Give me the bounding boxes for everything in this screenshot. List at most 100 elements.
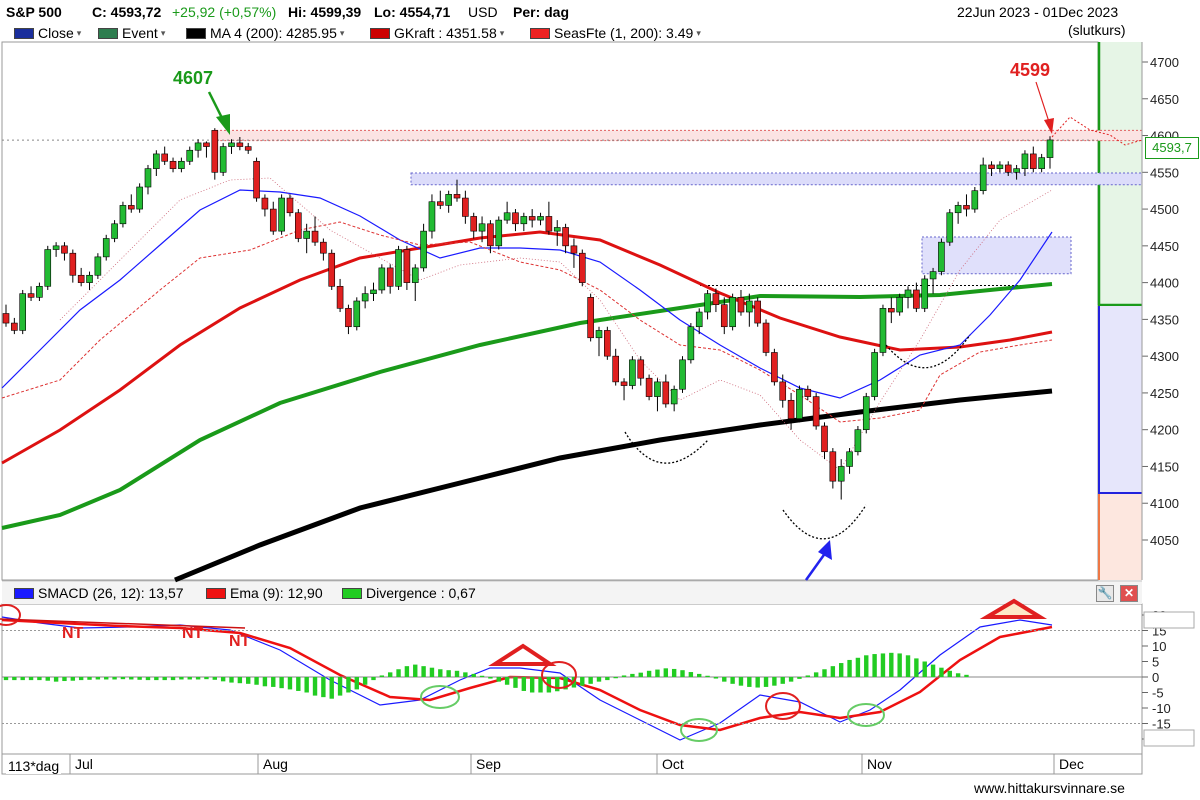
divergence-bar bbox=[429, 667, 435, 677]
ind-tick-label: -5 bbox=[1152, 686, 1164, 701]
divergence-bar bbox=[321, 677, 326, 698]
triangle-marker bbox=[979, 598, 1048, 619]
candle-body bbox=[278, 197, 285, 232]
candle-body bbox=[462, 197, 469, 217]
legend-ma[interactable]: MA 4 (200): 4285.95 ▾ bbox=[186, 24, 344, 42]
candle-body bbox=[662, 381, 670, 405]
candle-body bbox=[846, 451, 853, 467]
divergence-bar bbox=[705, 675, 710, 677]
legend-divergence[interactable]: Divergence : 0,67 bbox=[342, 584, 476, 602]
divergence-bar bbox=[262, 677, 268, 687]
divergence-bar bbox=[613, 677, 618, 679]
divergence-bar bbox=[379, 675, 385, 677]
month-label: Jul bbox=[75, 756, 93, 772]
legend-swatch bbox=[98, 27, 118, 39]
divergence-bar bbox=[596, 677, 602, 682]
ind-value-tag bbox=[1143, 611, 1195, 629]
y-tick-label: 4650 bbox=[1150, 92, 1179, 107]
candle-body bbox=[61, 245, 68, 254]
divergence-bar bbox=[413, 664, 418, 677]
date-range: 22Jun 2023 - 01Dec 2023 bbox=[957, 4, 1119, 20]
bar-count-label: 113*dag bbox=[6, 758, 62, 774]
y-tick-label: 4250 bbox=[1150, 386, 1179, 401]
y-tick-label: 4350 bbox=[1150, 312, 1179, 327]
y-tick-label: 4500 bbox=[1150, 202, 1179, 217]
candle-body bbox=[253, 160, 260, 199]
candle-body bbox=[1029, 153, 1037, 169]
candle-body bbox=[670, 388, 678, 405]
symbol-title: S&P 500 bbox=[6, 4, 62, 20]
candle-body bbox=[136, 186, 143, 210]
legend-swatch bbox=[342, 587, 362, 599]
candle-body bbox=[862, 396, 870, 430]
divergence-bar bbox=[362, 677, 368, 685]
divergence-bar bbox=[580, 677, 585, 686]
divergence-bar bbox=[855, 657, 861, 677]
marker-circle bbox=[847, 703, 885, 727]
candle-body bbox=[386, 267, 394, 287]
candle-body bbox=[52, 245, 60, 250]
divergence-bar bbox=[137, 677, 142, 680]
nt-label: NT bbox=[62, 625, 84, 642]
candle-body bbox=[712, 293, 720, 305]
legend-close[interactable]: Close ▾ bbox=[14, 24, 81, 42]
wrench-icon[interactable]: 🔧 bbox=[1096, 585, 1114, 602]
divergence-bar bbox=[646, 670, 652, 677]
divergence-bar bbox=[212, 677, 217, 680]
close-icon[interactable]: ✕ bbox=[1120, 585, 1138, 602]
divergence-bar bbox=[454, 670, 460, 677]
candle-body bbox=[411, 267, 419, 283]
candle-body bbox=[620, 381, 628, 386]
divergence-bar bbox=[95, 677, 101, 680]
legend-swatch bbox=[206, 587, 226, 599]
date-axis bbox=[1, 753, 1143, 775]
bottom-arrow bbox=[804, 551, 828, 581]
legend-seasfte[interactable]: SeasFte (1, 200): 3.49 ▾ bbox=[530, 24, 701, 42]
last-price-tag: 4593,7 bbox=[1145, 137, 1199, 159]
y-tick-label: 4450 bbox=[1150, 239, 1179, 254]
divergence-bar bbox=[822, 669, 827, 677]
candle-body bbox=[1004, 164, 1012, 173]
legend-smacd[interactable]: SMACD (26, 12): 13,57 bbox=[14, 584, 184, 602]
legend-event[interactable]: Event ▾ bbox=[98, 24, 165, 42]
arrow-head bbox=[818, 540, 832, 560]
candle-body bbox=[445, 194, 452, 206]
candle-body bbox=[219, 146, 227, 173]
ind-tick-label: 5 bbox=[1152, 655, 1159, 670]
seasonal-forecast-line bbox=[1051, 116, 1143, 146]
divergence-bar bbox=[722, 677, 727, 682]
divergence-bar bbox=[964, 674, 969, 677]
candle-body bbox=[979, 164, 987, 191]
candle-body bbox=[437, 201, 444, 206]
candle-body bbox=[587, 297, 594, 339]
divergence-bar bbox=[170, 677, 176, 681]
candle-body bbox=[921, 278, 929, 309]
legend-ema[interactable]: Ema (9): 12,90 bbox=[206, 584, 323, 602]
candle-body bbox=[295, 212, 302, 239]
divergence-bar bbox=[104, 677, 109, 680]
candle-body bbox=[904, 289, 912, 298]
legend-gkraft[interactable]: GKraft : 4351.58 ▾ bbox=[370, 24, 504, 42]
marker-circle bbox=[420, 685, 460, 709]
divergence-bar bbox=[371, 677, 376, 681]
candle-body bbox=[1038, 157, 1045, 169]
legend-label: SeasFte (1, 200): 3.49 bbox=[554, 25, 694, 41]
month-label: Oct bbox=[662, 756, 684, 772]
candle-body bbox=[578, 252, 586, 283]
y-tick-label: 4200 bbox=[1150, 423, 1179, 438]
ma-green-line bbox=[1, 282, 1053, 530]
candle-body bbox=[345, 308, 352, 328]
divergence-bar bbox=[12, 677, 17, 681]
divergence-bar bbox=[120, 677, 126, 680]
divergence-bar bbox=[246, 677, 251, 684]
divergence-bar bbox=[404, 666, 410, 677]
y-tick-label: 4400 bbox=[1150, 276, 1179, 291]
candle-body bbox=[779, 381, 787, 401]
candle-body bbox=[311, 230, 319, 243]
candle-body bbox=[913, 289, 920, 309]
divergence-bar bbox=[847, 659, 852, 677]
candle-body bbox=[1021, 153, 1029, 169]
candle-body bbox=[487, 223, 494, 247]
divergence-bar bbox=[154, 677, 159, 681]
candle-body bbox=[453, 194, 461, 199]
